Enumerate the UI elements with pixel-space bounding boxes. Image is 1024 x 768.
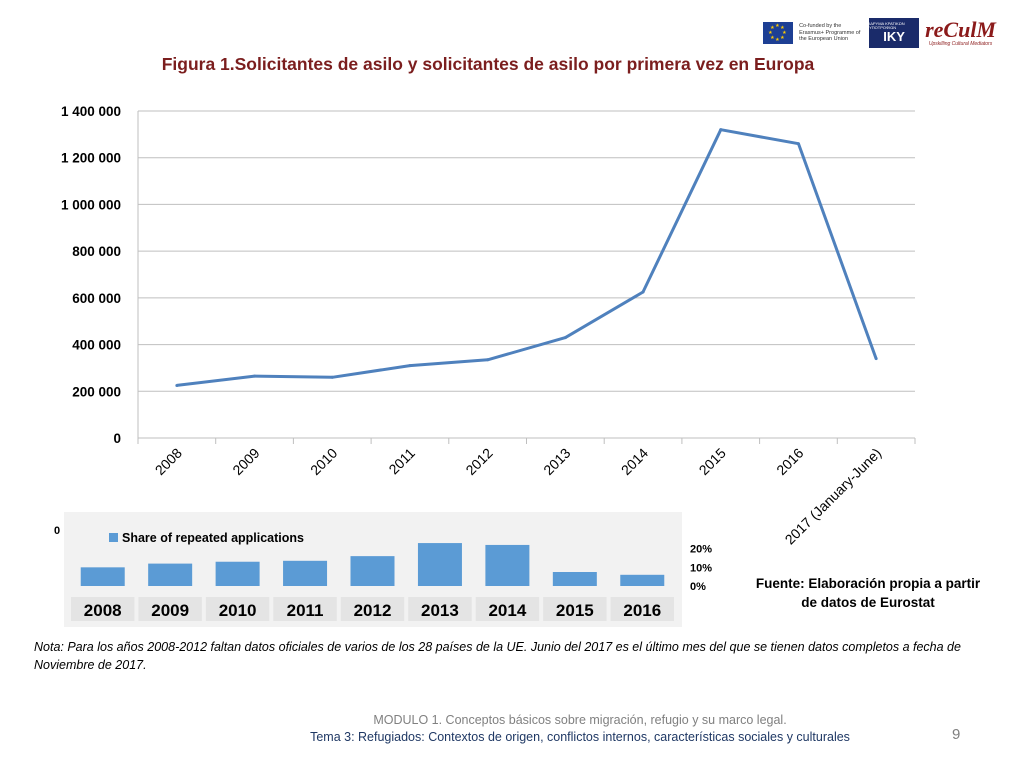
x-tick-label: 2010 (307, 445, 340, 478)
iky-logo: ΙΔΡΥΜΑ ΚΡΑΤΙΚΩΝ ΥΠΟΤΡΟΦΙΩΝ IKY (869, 18, 920, 48)
asylum-line-chart: 0 200 000 400 000 600 000 800 000 1 000 000 1 … (61, 104, 916, 547)
category-label: 2016 (623, 601, 661, 620)
eu-funding-text: Co-funded by the Erasmus+ Programme of t… (799, 23, 861, 43)
bar (485, 544, 530, 586)
category-label: 2014 (488, 601, 526, 620)
footer-module: MODULO 1. Conceptos básicos sobre migrac… (373, 713, 787, 727)
bar (620, 574, 665, 586)
x-tick-label: 2013 (540, 445, 573, 478)
category-cell (205, 597, 270, 621)
category-label: 2012 (354, 601, 392, 620)
legend-label: Share of repeated applications (122, 531, 304, 545)
category-cell (138, 597, 202, 621)
source-note: Fuente: Elaboración propia a partir de d… (755, 576, 981, 610)
x-tick-label: 2012 (462, 445, 495, 478)
reculm-logo: reCulM Upskilling Cultural Mediators (925, 17, 996, 48)
figure-title: Figura 1.Solicitantes de asilo y solicit… (161, 54, 815, 74)
left-axis-label: 0 (54, 525, 60, 537)
x-tick-label: 2009 (229, 445, 262, 478)
slide-footer: MODULO 1. Conceptos básicos sobre migrac… (200, 712, 960, 746)
bar (552, 572, 597, 586)
y-tick-label: 0 (113, 431, 121, 446)
bar (417, 543, 462, 586)
x-tick-label: 2014 (618, 445, 651, 478)
reculm-logo-subtitle: Upskilling Cultural Mediators (928, 41, 993, 47)
category-cell (543, 597, 607, 621)
legend-swatch (109, 533, 118, 542)
category-label: 2013 (421, 601, 459, 620)
y-tick-label: 200 000 (72, 384, 121, 399)
y-tick-label: 400 000 (72, 338, 121, 353)
x-tick-label: 2008 (152, 445, 185, 478)
x-tick-label: 2011 (385, 445, 418, 478)
category-cell (475, 597, 540, 621)
reculm-logo-text: reCulM (925, 17, 996, 42)
bar (283, 560, 328, 586)
y-tick-label: 800 000 (72, 244, 121, 259)
bar (80, 567, 125, 586)
right-tick-label: 0% (690, 581, 706, 593)
category-cell (340, 597, 405, 621)
y-tick-label: 1 400 000 (61, 104, 121, 119)
y-tick-label: 1 200 000 (61, 151, 121, 166)
footer-topic: Tema 3: Refugiados: Contextos de origen,… (310, 730, 850, 744)
right-tick-label: 20% (690, 544, 712, 556)
y-tick-label: 1 000 000 (61, 197, 121, 212)
iky-logo-subtitle: ΙΔΡΥΜΑ ΚΡΑΤΙΚΩΝ ΥΠΟΤΡΟΦΙΩΝ (869, 21, 905, 30)
x-tick-label: 2015 (696, 445, 729, 478)
footnote: Nota: Para los años 2008-2012 faltan dat… (34, 640, 961, 672)
logo-group: ★ ★ ★ ★ ★ ★ ★ ★ Co-funded by the Erasmus+ Pr… (763, 18, 996, 48)
iky-logo-text: IKY (883, 29, 905, 44)
category-cell (610, 597, 674, 621)
y-tick-label: 600 000 (72, 291, 121, 306)
category-label: 2008 (84, 601, 122, 620)
category-cell (273, 597, 337, 621)
page-number: 9 (952, 726, 961, 743)
right-tick-label: 10% (690, 562, 712, 574)
category-label: 2015 (556, 601, 594, 620)
repeated-applications-bar-chart: 0 Share of repeated applications 2008 2009 2… (36, 512, 736, 627)
bar (350, 556, 395, 586)
category-label: 2009 (151, 601, 189, 620)
category-cell (71, 597, 135, 621)
category-cell (408, 597, 472, 621)
category-label: 2010 (219, 601, 257, 620)
x-tick-label: 2016 (773, 445, 806, 478)
bar (148, 563, 193, 586)
eu-flag-icon: ★ ★ ★ ★ ★ ★ ★ ★ (763, 22, 794, 44)
category-label: 2011 (287, 601, 324, 620)
series-line (176, 128, 878, 387)
bar (215, 561, 260, 586)
